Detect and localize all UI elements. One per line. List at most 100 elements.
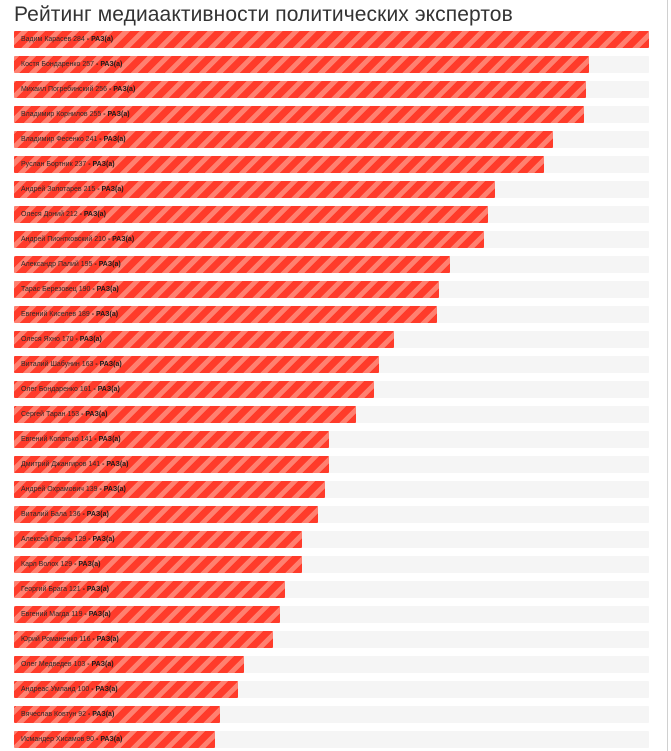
- bar-label: Андрей Пионтковский 210 - РАЗ(а): [21, 231, 134, 248]
- bar-unit: РАЗ(а): [95, 686, 118, 693]
- bar-value: 241: [85, 136, 98, 143]
- bar-value: 195: [80, 261, 93, 268]
- bar-row: Руслан Бортник 237 - РАЗ(а): [14, 156, 649, 173]
- bar-row: Михаил Погребинский 256 - РАЗ(а): [14, 81, 649, 98]
- bar-name: Владимир Фесенко: [21, 136, 84, 143]
- bar-unit: РАЗ(а): [91, 36, 114, 43]
- bar-label: Андрей Золотарев 215 - РАЗ(а): [21, 181, 124, 198]
- bar: [14, 481, 325, 498]
- bar-label: Владимир Корнилов 255 - РАЗ(а): [21, 106, 130, 123]
- bar-name: Тарас Березовец: [21, 286, 77, 293]
- bar: [14, 731, 216, 748]
- bar-separator: -: [107, 86, 114, 93]
- bar-label: Виталий Шабунин 163 - РАЗ(а): [21, 356, 122, 373]
- bar-separator: -: [85, 661, 92, 668]
- bar-unit: РАЗ(а): [86, 586, 109, 593]
- bar-value: 153: [67, 411, 80, 418]
- bar-unit: РАЗ(а): [98, 436, 121, 443]
- bar: [14, 81, 587, 98]
- bar-unit: РАЗ(а): [96, 286, 119, 293]
- bar-name: Александр Палий: [21, 261, 79, 268]
- bar-separator: -: [80, 586, 87, 593]
- bar-name: Андрей Пионтковский: [21, 236, 93, 243]
- bar: [14, 556, 303, 573]
- bar-unit: РАЗ(а): [85, 411, 108, 418]
- bar-label: Карл Волох 129 - РАЗ(а): [21, 556, 100, 573]
- bar-separator: -: [90, 286, 97, 293]
- bar-unit: РАЗ(а): [99, 361, 122, 368]
- bar-row: Юрий Романенко 116 - РАЗ(а): [14, 631, 649, 648]
- bar-separator: -: [72, 561, 79, 568]
- bar-label: Сергей Таран 153 - РАЗ(а): [21, 406, 107, 423]
- bar: [14, 356, 379, 373]
- bar-unit: РАЗ(а): [100, 61, 123, 68]
- bar: [14, 381, 374, 398]
- bar-value: 189: [78, 311, 90, 318]
- bar-unit: РАЗ(а): [96, 636, 119, 643]
- bar-value: 212: [65, 211, 78, 218]
- bar-separator: -: [105, 236, 113, 243]
- bar-unit: РАЗ(а): [91, 661, 114, 668]
- bar-value: 129: [74, 536, 87, 543]
- bar-value: 255: [89, 111, 102, 118]
- bar-separator: -: [89, 311, 97, 318]
- bar-label: Михаил Погребинский 256 - РАЗ(а): [21, 81, 135, 98]
- bar: [14, 181, 495, 198]
- bar-unit: РАЗ(а): [103, 486, 126, 493]
- bar-value: 163: [81, 361, 94, 368]
- bar-row: Карл Волох 129 - РАЗ(а): [14, 556, 649, 573]
- bar-separator: -: [77, 211, 84, 218]
- bar-name: Карл Волох: [21, 561, 59, 568]
- bar-unit: РАЗ(а): [107, 111, 130, 118]
- bar-separator: -: [86, 161, 93, 168]
- bar-value: 210: [94, 236, 106, 243]
- bar-value: 100: [77, 686, 90, 693]
- bar-row: Виталий Шабунин 163 - РАЗ(а): [14, 356, 649, 373]
- bar: [14, 406, 357, 423]
- bar-name: Олег Медведев: [21, 661, 72, 668]
- bar-name: Дмитрий Джангиров: [21, 461, 87, 468]
- bar-label: Александр Палий 195 - РАЗ(а): [21, 256, 121, 273]
- bar-row: Александр Палий 195 - РАЗ(а): [14, 256, 649, 273]
- bar-separator: -: [100, 461, 107, 468]
- bar-label: Дмитрий Джангиров 141 - РАЗ(а): [21, 456, 128, 473]
- bar-label: Юрий Романенко 116 - РАЗ(а): [21, 631, 119, 648]
- bar-separator: -: [92, 436, 99, 443]
- bar: [14, 306, 437, 323]
- bar: [14, 31, 649, 48]
- bar-value: 257: [82, 61, 95, 68]
- bar-value: 190: [78, 286, 91, 293]
- bar: [14, 581, 285, 598]
- bar: [14, 456, 330, 473]
- bar: [14, 156, 544, 173]
- bar-label: Олег Медведев 103 - РАЗ(а): [21, 656, 114, 673]
- bar: [14, 506, 319, 523]
- bar-unit: РАЗ(а): [83, 211, 106, 218]
- bar-value: 121: [68, 586, 81, 593]
- bar: [14, 656, 245, 673]
- bar-label: Андреас Умланд 100 - РАЗ(а): [21, 681, 118, 698]
- bar-row: Алексей Гарань 129 - РАЗ(а): [14, 531, 649, 548]
- bar-value: 92: [78, 711, 86, 718]
- bar-value: 141: [80, 436, 93, 443]
- bar-name: Владимир Корнилов: [21, 111, 88, 118]
- bar-unit: РАЗ(а): [79, 336, 102, 343]
- bar-row: Олег Медведев 103 - РАЗ(а): [14, 656, 649, 673]
- bar-separator: -: [94, 61, 101, 68]
- bar-unit: РАЗ(а): [100, 736, 123, 743]
- bar: [14, 231, 484, 248]
- bar-row: Тарас Березовец 190 - РАЗ(а): [14, 281, 649, 298]
- bar: [14, 531, 303, 548]
- bar-value: 161: [79, 386, 92, 393]
- bar-row: Владимир Фесенко 241 - РАЗ(а): [14, 131, 649, 148]
- bar-value: 139: [85, 486, 98, 493]
- bar-unit: РАЗ(а): [113, 86, 136, 93]
- bar-value: 284: [73, 36, 85, 43]
- bar-unit: РАЗ(а): [98, 261, 121, 268]
- bar-row: Евгений Магда 119 - РАЗ(а): [14, 606, 649, 623]
- bar: [14, 56, 589, 73]
- bar-row: Костя Бондаренко 257 - РАЗ(а): [14, 56, 649, 73]
- bar-label: Тарас Березовец 190 - РАЗ(а): [21, 281, 119, 298]
- bar-name: Георгий Брага: [21, 586, 67, 593]
- bar-separator: -: [94, 736, 101, 743]
